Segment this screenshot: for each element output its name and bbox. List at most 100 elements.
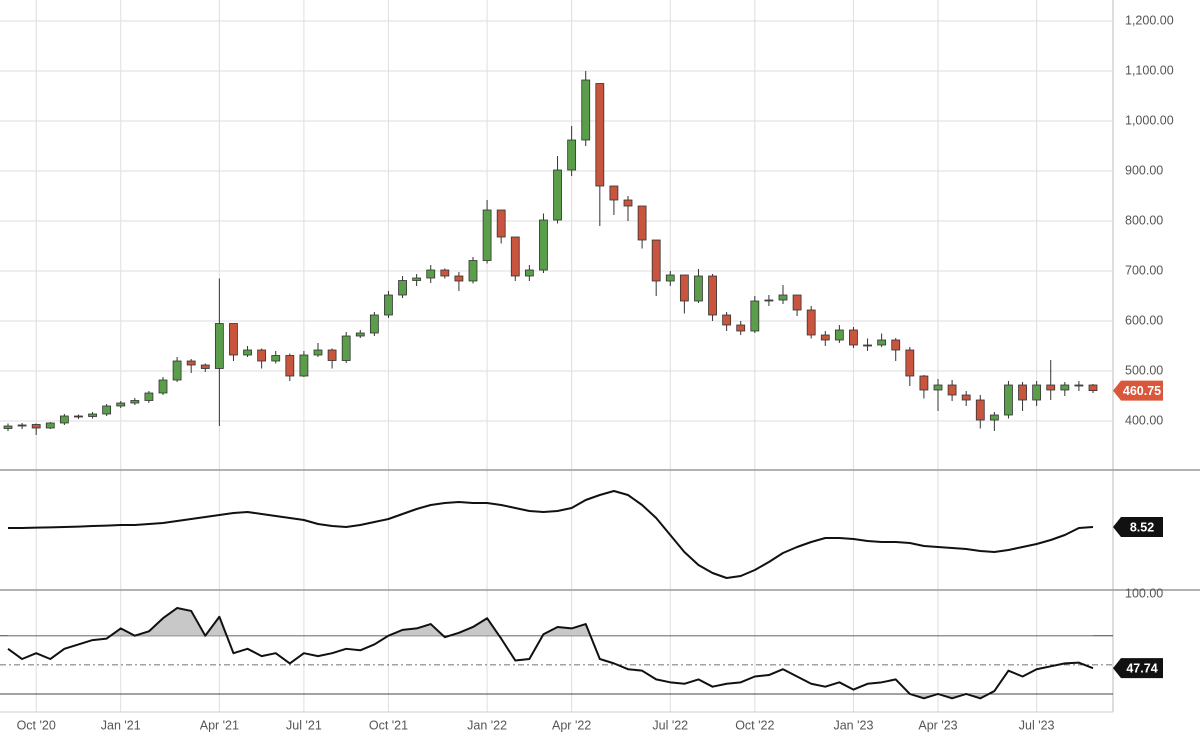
last-value-badge-shape [1113,658,1163,679]
candle-body [1032,384,1042,401]
x-tick-label: Jan '23 [833,718,873,732]
oversold-fill [909,694,989,699]
y-tick-label: 600.00 [1125,313,1163,327]
candle-body [496,209,506,238]
candle-body [355,332,365,337]
x-tick-label: Apr '23 [918,718,957,732]
y-tick-label: 800.00 [1125,213,1163,227]
candle-body [454,275,464,282]
candle-body [482,209,492,261]
candle-body [384,294,393,316]
last-value-badge: 8.52 [1130,520,1154,534]
candle-body [88,413,97,417]
candle-body [947,384,957,396]
candle-body [45,422,55,429]
candle-body [637,205,647,241]
candle-body [102,405,112,415]
last-value-badge-shape [1113,516,1163,537]
candle-body [1018,384,1027,401]
candle-body [1046,384,1056,391]
y-tick-label: 1,200.00 [1125,13,1174,27]
overbought-fill [8,608,1093,636]
candle-body [327,349,337,361]
candle-body [567,139,577,171]
candle-body [468,260,478,282]
candle-body [1004,384,1013,416]
candle-body [524,269,534,277]
candle-body [961,394,971,401]
candle-body [651,239,661,282]
candle-body [595,83,605,187]
candle-body [440,269,450,277]
candle-body [412,277,422,281]
x-tick-label: Jan '21 [101,718,141,732]
candle-body [623,199,633,207]
last-value-badge: 47.74 [1126,661,1157,675]
candle-body [891,339,901,351]
candle-body [243,349,252,356]
candle-body [186,360,196,366]
x-tick-label: Jul '22 [652,718,688,732]
y-tick-label: 900.00 [1125,163,1163,177]
candle-body [398,280,407,296]
x-tick-label: Jan '22 [467,718,507,732]
x-tick-label: Oct '20 [17,718,56,732]
candle-body [722,314,732,326]
candle-body [539,219,548,271]
candle-body [820,334,830,341]
x-tick-label: Apr '22 [552,718,591,732]
y-tick-label: 500.00 [1125,363,1163,377]
candle-body [736,324,746,332]
candle-body [750,300,760,332]
candle-body [581,79,591,141]
candle-body [341,335,351,361]
x-tick-label: Oct '22 [735,718,774,732]
candle-body [806,309,816,336]
candle-body [271,355,281,362]
indicator-line [8,490,1094,579]
candle-body [116,402,126,407]
candle-body [694,275,703,302]
candle-body [144,392,154,401]
x-tick-label: Apr '21 [200,718,239,732]
candle-body [849,329,858,346]
candle-body [609,185,619,201]
candle-body [130,400,140,404]
candle-body [792,294,802,311]
candle-body [764,299,774,302]
candle-body [299,354,309,377]
candle-body [665,274,675,282]
candle-body [172,360,182,381]
candle-body [863,344,872,347]
y-tick-label: 400.00 [1125,413,1163,427]
candle-body [679,274,689,302]
candle-body [1088,384,1098,392]
candle-body [17,424,27,427]
x-tick-label: Jul '23 [1019,718,1055,732]
candle-body [510,236,520,277]
candle-body [708,275,717,316]
y-tick-label: 1,100.00 [1125,63,1174,77]
candle-body [31,424,41,429]
candle-body [313,349,323,356]
y-tick-label: 1,000.00 [1125,113,1174,127]
candle-body [369,314,379,334]
candle-body [74,415,83,418]
candle-body [200,364,210,369]
candle-body [1074,384,1084,387]
x-tick-label: Oct '21 [369,718,408,732]
candle-body [3,425,13,429]
y-tick-label: 700.00 [1125,263,1163,277]
last-price-badge: 460.75 [1123,384,1161,398]
candle-body [158,379,168,394]
candle-body [989,414,999,421]
candle-body [877,339,887,346]
candle-body [834,329,844,341]
indicator-line [7,607,1094,700]
candle-body [778,294,788,301]
y-tick-label: 100.00 [1125,586,1163,600]
candle-body [919,375,929,391]
last-price-badge-shape [1113,380,1163,401]
